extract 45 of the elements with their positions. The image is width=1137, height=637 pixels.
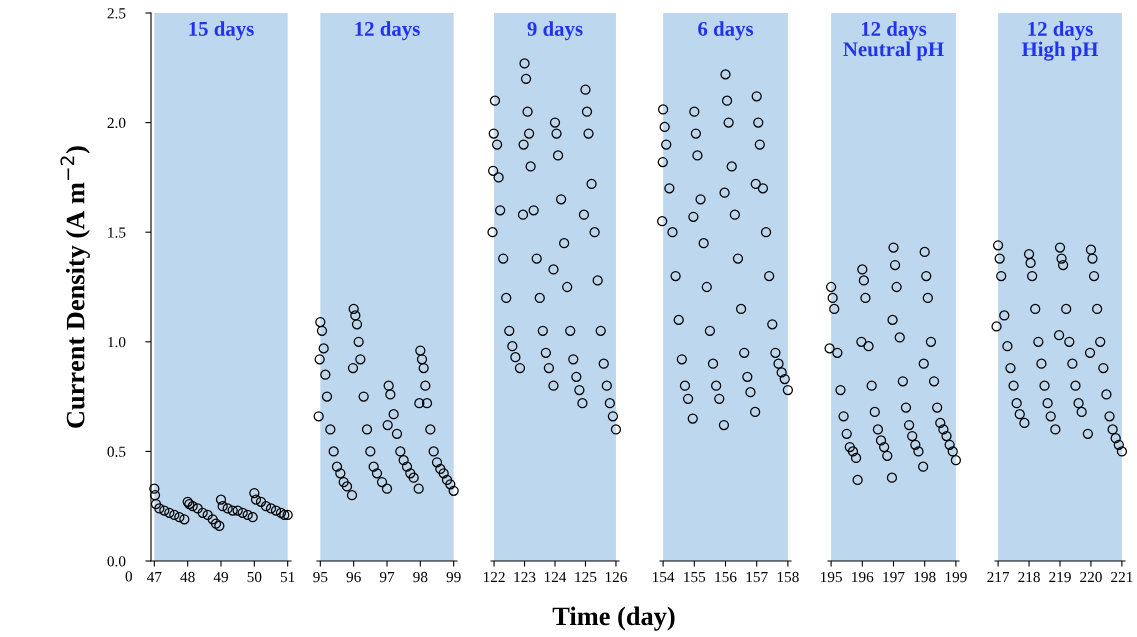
x-tick-label: 122 [483,571,505,583]
x-tick-label: 125 [575,571,597,583]
x-tick-label: 155 [684,571,706,583]
x-tick-label: 156 [715,571,737,583]
x-tick-label: 217 [987,571,1010,583]
x-axis-title: Time (day) [552,606,675,631]
x-tick-label: 221 [1111,571,1133,583]
y-tick-label: 2.0 [107,117,126,129]
x-tick-label: 124 [544,571,567,583]
x-tick-label: 218 [1018,571,1040,583]
x-tick-label: 99 [446,571,461,583]
x-tick-label: 97 [379,571,395,583]
y-axis-title: Current Density (A m$^{−2}$) [60,146,90,428]
x-tick-label: 50 [247,571,262,583]
y-tick-label: 1.5 [108,227,126,238]
x-tick-label: 49 [213,571,229,583]
x-tick-label: 195 [821,571,842,583]
x-tick-label: 47 [146,571,162,583]
x-tick-label: 96 [346,571,361,583]
y-tick-label: 2.5 [107,8,126,19]
band-label: 12 days High pH [1021,21,1099,61]
x-tick-label: 51 [280,571,295,583]
x-tick-label: 95 [313,571,328,583]
y-tick-label: 0.5 [107,446,126,457]
band-label: 9 days [527,21,583,41]
x-tick-label: 98 [413,571,428,583]
band-label: 12 days [355,21,420,41]
band-label: 15 days [189,21,254,41]
x-tick-label: 158 [777,571,799,583]
x-tick-label: 197 [883,571,905,583]
x-tick-label: 199 [945,571,967,583]
x-tick-label: 196 [852,571,874,583]
y-tick-label: 1.0 [108,336,126,348]
x-tick-label: 157 [746,571,768,583]
x-tick-label: 154 [653,571,675,583]
x-tick-label: 123 [514,571,536,583]
x-tick-label: 48 [180,571,195,583]
x-tick-label: 220 [1080,571,1102,583]
x-tick-label: 219 [1049,571,1071,583]
band-label: 6 days [698,21,754,41]
band-label: 12 days Neutral pH [843,21,944,61]
text: 0 [125,571,133,582]
y-tick-label: 0.0 [107,556,126,567]
x-tick-label: 126 [605,571,627,583]
x-tick-label: 198 [914,571,936,583]
